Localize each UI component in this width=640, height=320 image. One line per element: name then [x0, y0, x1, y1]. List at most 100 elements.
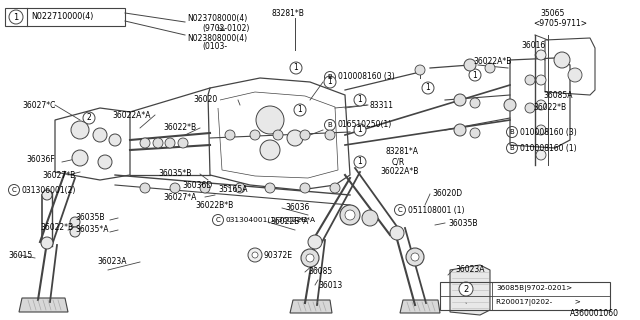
- Text: 031306001(2): 031306001(2): [22, 186, 76, 195]
- Text: 36022B*B: 36022B*B: [195, 201, 233, 210]
- Circle shape: [300, 183, 310, 193]
- Circle shape: [536, 125, 546, 135]
- Text: 36022*B: 36022*B: [163, 124, 196, 132]
- Text: (9702-0102): (9702-0102): [202, 23, 250, 33]
- Text: 36022*B: 36022*B: [40, 223, 73, 233]
- Polygon shape: [19, 298, 68, 312]
- Text: 1: 1: [328, 77, 332, 86]
- Circle shape: [287, 130, 303, 146]
- Text: 36020: 36020: [193, 95, 217, 105]
- Text: 1: 1: [472, 70, 477, 79]
- Circle shape: [459, 282, 473, 296]
- Text: 36020D: 36020D: [432, 189, 462, 198]
- Circle shape: [252, 252, 258, 258]
- Text: 36085B|9702-0201>: 36085B|9702-0201>: [496, 284, 572, 292]
- Circle shape: [235, 183, 245, 193]
- Text: C: C: [216, 217, 220, 223]
- Text: 36023A: 36023A: [97, 258, 127, 267]
- Text: 83281*B: 83281*B: [272, 9, 305, 18]
- Circle shape: [42, 190, 52, 200]
- Polygon shape: [400, 300, 440, 313]
- Text: 36036F: 36036F: [26, 156, 55, 164]
- Text: 1: 1: [358, 125, 362, 134]
- Circle shape: [71, 121, 89, 139]
- Circle shape: [390, 226, 404, 240]
- Circle shape: [8, 185, 19, 196]
- Circle shape: [294, 104, 306, 116]
- Circle shape: [536, 150, 546, 160]
- Circle shape: [464, 59, 476, 71]
- Circle shape: [525, 75, 535, 85]
- Circle shape: [454, 124, 466, 136]
- Text: 1: 1: [294, 63, 298, 73]
- Circle shape: [140, 183, 150, 193]
- Text: 36027*B: 36027*B: [42, 171, 76, 180]
- Text: 051108001 (1): 051108001 (1): [408, 205, 465, 214]
- Text: 1: 1: [298, 106, 302, 115]
- Text: N023708000(4): N023708000(4): [187, 13, 247, 22]
- Text: 90372E: 90372E: [263, 251, 292, 260]
- Text: 1: 1: [358, 95, 362, 105]
- Circle shape: [485, 63, 495, 73]
- Text: 36015: 36015: [8, 251, 32, 260]
- Text: B: B: [328, 122, 332, 128]
- Circle shape: [300, 130, 310, 140]
- Circle shape: [256, 106, 284, 134]
- Text: 36035*A: 36035*A: [75, 226, 109, 235]
- Circle shape: [301, 249, 319, 267]
- Text: (0103-: (0103-: [202, 43, 227, 52]
- Text: 016510250(1): 016510250(1): [338, 121, 392, 130]
- Text: 83311: 83311: [370, 100, 394, 109]
- Circle shape: [308, 235, 322, 249]
- Text: 35165A: 35165A: [218, 186, 248, 195]
- Text: 1: 1: [13, 12, 19, 21]
- Circle shape: [470, 98, 480, 108]
- Text: 36023A: 36023A: [455, 266, 484, 275]
- Circle shape: [212, 214, 223, 226]
- Circle shape: [93, 128, 107, 142]
- Text: 36013: 36013: [318, 281, 342, 290]
- Circle shape: [568, 68, 582, 82]
- Text: 36036: 36036: [285, 204, 309, 212]
- Circle shape: [153, 138, 163, 148]
- Text: 2: 2: [463, 284, 468, 293]
- Circle shape: [72, 150, 88, 166]
- Text: <9705-9711>: <9705-9711>: [533, 19, 587, 28]
- Circle shape: [290, 62, 302, 74]
- Text: B: B: [328, 74, 332, 80]
- Text: N022710000(4): N022710000(4): [31, 12, 93, 21]
- Circle shape: [362, 210, 378, 226]
- Circle shape: [415, 65, 425, 75]
- Circle shape: [260, 140, 280, 160]
- Text: 36085A: 36085A: [543, 91, 573, 100]
- Circle shape: [70, 227, 80, 237]
- Text: 35065: 35065: [540, 10, 564, 19]
- Circle shape: [109, 134, 121, 146]
- Circle shape: [454, 94, 466, 106]
- Circle shape: [83, 112, 95, 124]
- Circle shape: [41, 237, 53, 249]
- Circle shape: [394, 204, 406, 215]
- Text: 83281*A: 83281*A: [385, 148, 418, 156]
- Circle shape: [9, 10, 23, 24]
- Text: 36022B*A: 36022B*A: [270, 218, 308, 227]
- Text: C/R: C/R: [392, 157, 405, 166]
- Circle shape: [170, 183, 180, 193]
- Text: 36022A*B: 36022A*B: [380, 167, 419, 177]
- Circle shape: [536, 75, 546, 85]
- Circle shape: [140, 138, 150, 148]
- Text: 36022*B: 36022*B: [533, 103, 566, 113]
- Circle shape: [536, 100, 546, 110]
- Text: 36027*A: 36027*A: [163, 193, 196, 202]
- Text: 2: 2: [86, 114, 92, 123]
- Circle shape: [354, 124, 366, 136]
- Text: 36036D: 36036D: [182, 180, 212, 189]
- Text: B: B: [509, 145, 515, 151]
- Circle shape: [345, 210, 355, 220]
- Circle shape: [98, 155, 112, 169]
- Circle shape: [248, 248, 262, 262]
- Text: N023808000(4): N023808000(4): [187, 34, 247, 43]
- Circle shape: [250, 130, 260, 140]
- Circle shape: [354, 156, 366, 168]
- Circle shape: [324, 119, 335, 131]
